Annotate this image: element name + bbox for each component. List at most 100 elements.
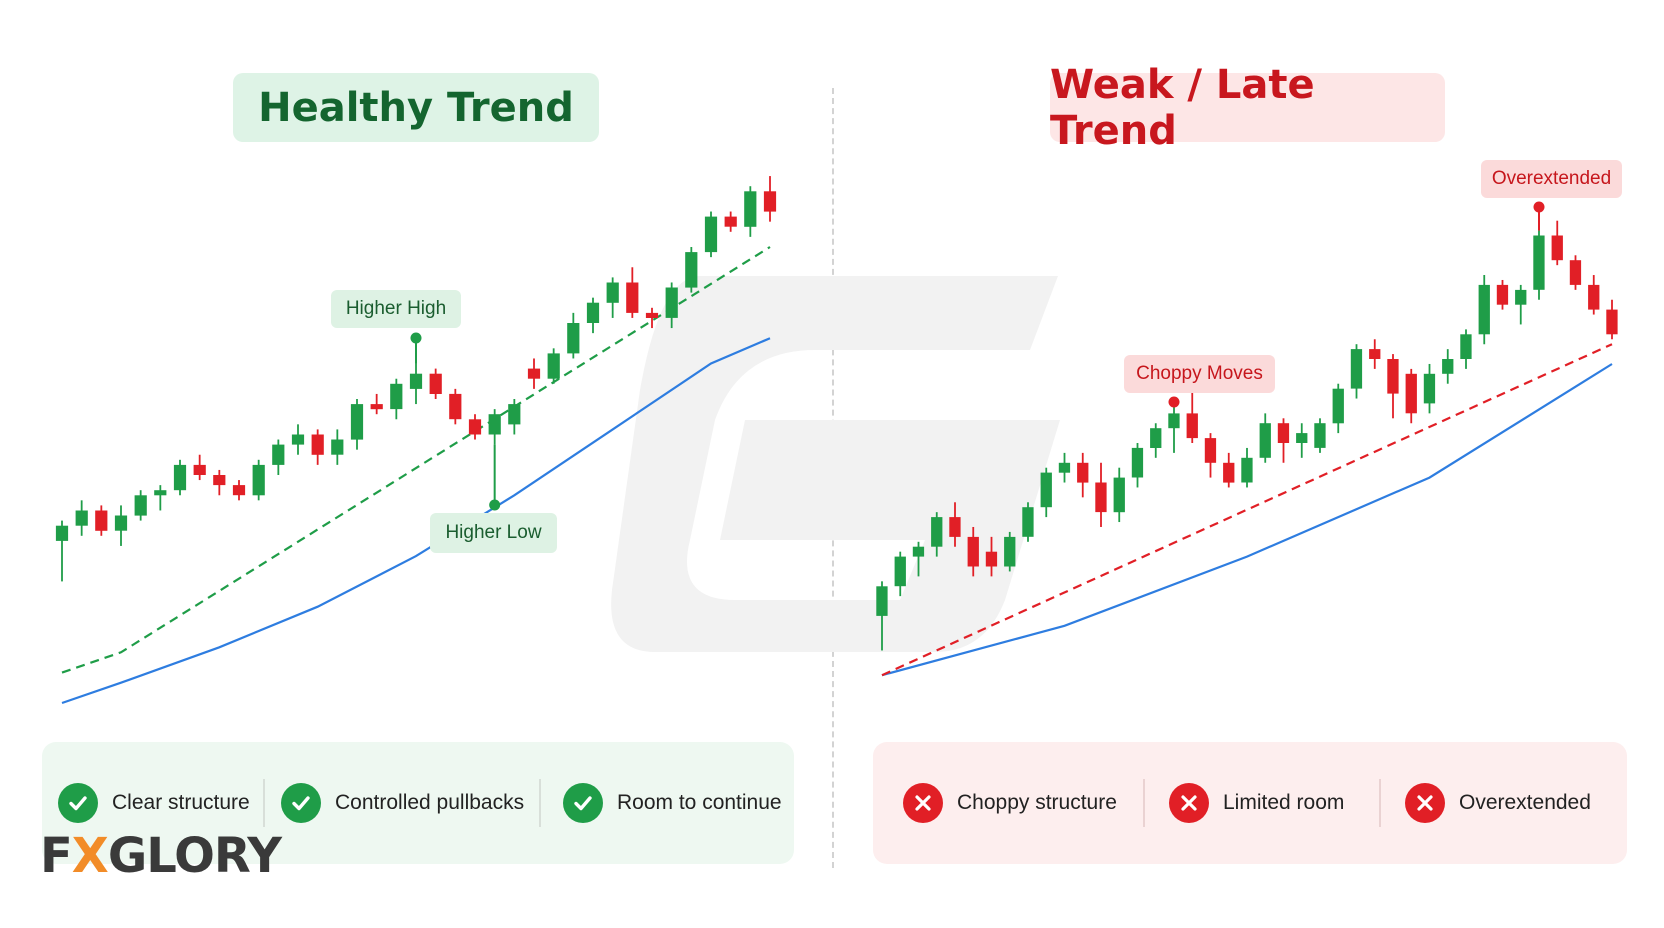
bearish-candle: [985, 536, 998, 577]
criteria-separator: [263, 779, 265, 827]
bullish-candle: [744, 186, 757, 237]
bullish-candle: [488, 409, 501, 445]
criteria-label: Controlled pullbacks: [335, 791, 525, 814]
criteria-label: Clear structure: [112, 791, 250, 814]
bullish-candle: [1423, 363, 1436, 414]
candle-body: [547, 353, 560, 379]
candle-body: [213, 475, 226, 486]
candle-body: [1223, 462, 1235, 483]
candle-body: [1551, 235, 1563, 261]
candle-body: [967, 536, 979, 567]
bullish-candle: [1113, 467, 1125, 523]
bullish-candle: [350, 399, 364, 450]
candle-body: [291, 434, 305, 445]
bullish-candle: [1442, 349, 1454, 384]
candle-body: [1606, 309, 1618, 335]
higher-low-marker-dot: [489, 499, 501, 511]
candle-body: [1496, 284, 1509, 305]
moving-average-line: [881, 363, 1613, 677]
candle-body: [685, 252, 698, 288]
annotation-markers: [410, 201, 1545, 511]
candle-body: [1369, 349, 1381, 359]
criteria-label: Choppy structure: [957, 791, 1117, 814]
candle-body: [370, 404, 383, 410]
candle-body: [744, 191, 757, 227]
bullish-candle: [1058, 452, 1071, 483]
candle-body: [1168, 413, 1180, 429]
candle-body: [1113, 477, 1125, 513]
bullish-candle: [1350, 344, 1363, 399]
candle-body: [1040, 472, 1052, 508]
bearish-candle: [370, 393, 383, 415]
bullish-candle: [1296, 423, 1308, 458]
candle-body: [763, 191, 777, 212]
bearish-candle: [949, 502, 961, 547]
criteria-separator: [1143, 779, 1145, 827]
bearish-candle: [449, 388, 462, 425]
bullish-candle: [547, 348, 560, 384]
bearish-candle: [645, 307, 659, 329]
bullish-candle: [1332, 383, 1344, 434]
candle-body: [232, 485, 246, 496]
x-icon: [1169, 783, 1209, 823]
candle-body: [1442, 359, 1454, 374]
healthy-criteria-panel: [42, 742, 794, 864]
bullish-candle: [114, 505, 128, 546]
bullish-candle: [272, 439, 285, 475]
candle-body: [626, 282, 639, 313]
bullish-candle: [1022, 502, 1034, 542]
weak-trend-chart: [876, 220, 1618, 677]
candle-body: [75, 510, 88, 526]
choppy-moves-marker-dot: [1168, 396, 1180, 408]
candle-body: [1588, 284, 1600, 310]
moving-average-line: [61, 337, 771, 705]
weak-criteria-panel: [873, 742, 1627, 864]
bearish-candle: [967, 526, 979, 577]
candle-body: [1423, 373, 1436, 404]
candle-body: [1569, 260, 1582, 285]
bearish-candle: [1186, 383, 1198, 443]
candle-body: [1204, 438, 1217, 463]
candle-body: [1186, 413, 1198, 439]
bearish-candle: [626, 267, 639, 318]
candle-body: [1077, 462, 1089, 483]
bullish-candle: [1131, 443, 1144, 488]
bullish-candle: [704, 211, 718, 258]
trend-support-line: [881, 343, 1613, 677]
bearish-candle: [213, 469, 226, 496]
candle-body: [449, 393, 462, 420]
bearish-candle: [1077, 452, 1089, 498]
bullish-candle: [1533, 230, 1545, 300]
candle-body: [1533, 235, 1545, 290]
candle-body: [1150, 428, 1162, 448]
candle-body: [985, 551, 998, 567]
candle-body: [311, 434, 324, 455]
bullish-candle: [75, 500, 88, 536]
bullish-candle: [252, 459, 265, 501]
criteria-limited-room: Limited room: [1169, 783, 1344, 823]
watermark-logo: [611, 276, 1060, 652]
bearish-candle: [527, 358, 541, 389]
x-icon: [1405, 783, 1445, 823]
check-icon: [563, 783, 603, 823]
candle-body: [429, 373, 442, 394]
bearish-candle: [232, 480, 246, 501]
bullish-candle: [685, 247, 698, 293]
candle-body: [409, 373, 423, 389]
bullish-candle: [390, 378, 403, 420]
bullish-candle: [876, 581, 888, 651]
bullish-candle: [665, 282, 678, 329]
bullish-candle: [1259, 413, 1271, 463]
bullish-candle: [409, 363, 423, 405]
fxglory-logo: FXGLORY: [40, 828, 282, 884]
criteria-label: Limited room: [1223, 791, 1345, 814]
candle-body: [55, 525, 69, 541]
candle-body: [1259, 423, 1271, 458]
bullish-candle: [912, 541, 925, 577]
candle-body: [645, 312, 659, 318]
bullish-candle: [154, 485, 167, 511]
overextended-marker-dot: [1533, 201, 1545, 213]
candle-body: [252, 464, 265, 496]
candle-body: [173, 464, 187, 491]
criteria-separator: [1379, 779, 1381, 827]
